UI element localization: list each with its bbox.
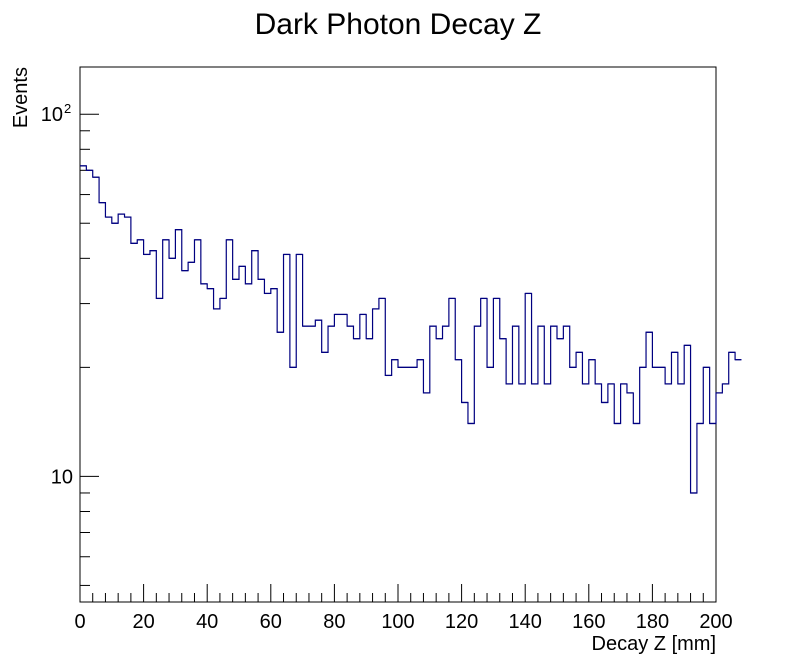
x-tick-label: 100	[381, 611, 414, 633]
histogram-outline	[80, 165, 742, 494]
y-tick-label: 10	[41, 104, 63, 126]
x-axis-ticks	[79, 584, 717, 602]
x-tick-label: 160	[572, 611, 605, 633]
histogram-series	[80, 165, 742, 494]
x-tick-label: 120	[445, 611, 478, 633]
y-tick-base: 10	[41, 104, 63, 126]
x-tick-label: 20	[132, 611, 154, 633]
x-tick-label: 40	[196, 611, 218, 633]
x-axis-label: Decay Z [mm]	[592, 633, 716, 655]
plot-frame	[79, 66, 717, 603]
x-tick-label: 80	[323, 611, 345, 633]
y-axis-ticks	[80, 113, 99, 586]
x-tick-label: 60	[260, 611, 282, 633]
x-axis-tick-labels: 0 20 40 60 80 100 120 140 160 180 200	[74, 611, 732, 633]
x-tick-label: 0	[74, 611, 85, 633]
x-tick-label: 140	[509, 611, 542, 633]
x-tick-label: 200	[699, 611, 732, 633]
y-tick-base: 10	[51, 466, 73, 488]
x-tick-label: 180	[636, 611, 669, 633]
y-tick-label: 10	[51, 466, 73, 488]
y-tick-exponent: 2	[64, 101, 71, 116]
y-axis-label: Events	[10, 67, 32, 128]
chart-title: Dark Photon Decay Z	[255, 8, 542, 41]
